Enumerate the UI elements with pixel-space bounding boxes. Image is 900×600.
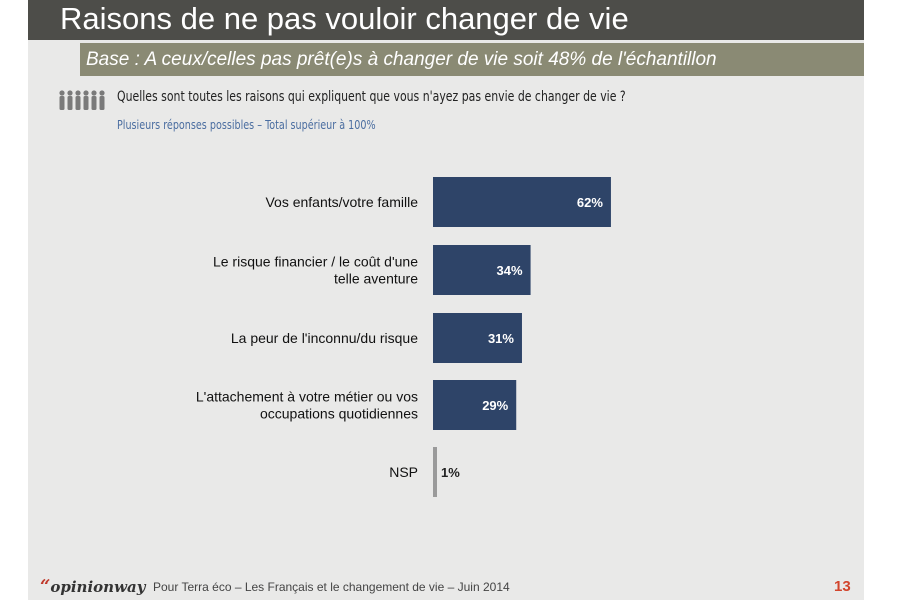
subtitle: Base : A ceux/celles pas prêt(e)s à chan… <box>86 49 717 70</box>
page-number: 13 <box>834 578 851 595</box>
category-label-2: Le risque financier / le coût d'une telle… <box>213 254 418 287</box>
bar-3 <box>433 313 522 363</box>
value-label-1: 62% <box>577 195 603 210</box>
value-label-5: 1% <box>441 465 460 480</box>
bar-4 <box>433 380 517 430</box>
question-note: Plusieurs réponses possibles – Total sup… <box>117 118 376 132</box>
category-label-3: La peur de l'inconnu/du risque <box>231 330 418 346</box>
bar-1 <box>433 177 611 227</box>
value-label-2: 34% <box>497 263 523 278</box>
subtitle-bar: Base : A ceux/celles pas prêt(e)s à chan… <box>80 43 864 76</box>
bar-5 <box>433 447 437 497</box>
opinionway-logo: “opinionway <box>40 576 145 597</box>
category-label-4: L'attachement à votre métier ou vos occup… <box>196 389 418 422</box>
category-label-5: NSP <box>389 464 418 480</box>
slide-background <box>28 0 864 600</box>
logo-quote: “ <box>40 576 51 597</box>
people-icon <box>59 90 105 110</box>
bar-2 <box>433 245 531 295</box>
value-label-4: 29% <box>482 398 508 413</box>
category-label-1: Vos enfants/votre famille <box>265 194 418 210</box>
logo-text: opinionway <box>50 578 146 596</box>
title-bar <box>28 0 864 40</box>
question-text: Quelles sont toutes les raisons qui expl… <box>117 89 626 105</box>
page-title: Raisons de ne pas vouloir changer de vie <box>60 1 629 36</box>
value-label-3: 31% <box>488 331 514 346</box>
footer-text: Pour Terra éco – Les Français et le chan… <box>153 580 510 594</box>
